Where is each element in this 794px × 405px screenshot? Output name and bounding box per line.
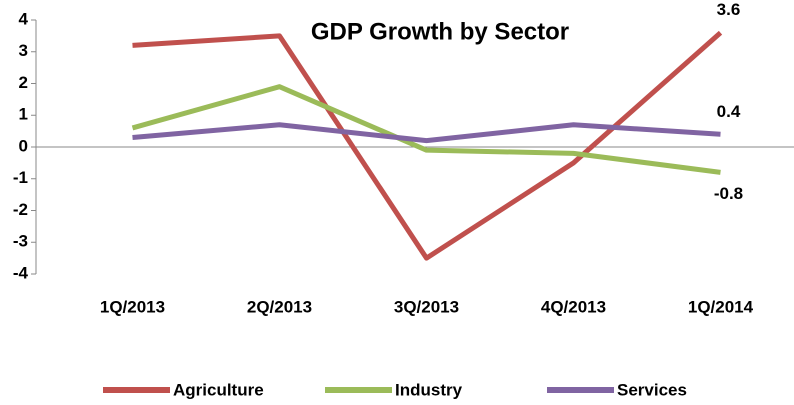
chart-title: GDP Growth by Sector [311,18,569,45]
y-tick-label: -4 [13,263,29,282]
series-line [132,122,721,144]
data-label: -0.8 [714,184,743,203]
x-tick-label: 2Q/2013 [247,297,312,316]
x-tick-label: 1Q/2013 [100,297,165,316]
x-tick-label: 4Q/2013 [541,297,606,316]
y-tick-label: 4 [19,9,29,28]
x-tick-label: 1Q/2014 [688,297,754,316]
data-label: 0.4 [717,102,741,121]
legend-label: Agriculture [173,380,264,399]
y-tick-label: -1 [13,168,28,187]
y-tick-label: 0 [19,136,28,155]
series-line [132,30,723,261]
y-tick-label: -3 [13,232,28,251]
series-line [131,84,721,175]
y-tick-label: 3 [19,41,28,60]
legend-label: Services [617,380,687,399]
y-tick-label: 2 [19,73,28,92]
data-label: 3.6 [717,0,741,19]
y-tick-label: 1 [19,105,28,124]
y-tick-label: -2 [13,200,28,219]
x-tick-label: 3Q/2013 [394,297,459,316]
legend-label: Industry [395,380,463,399]
